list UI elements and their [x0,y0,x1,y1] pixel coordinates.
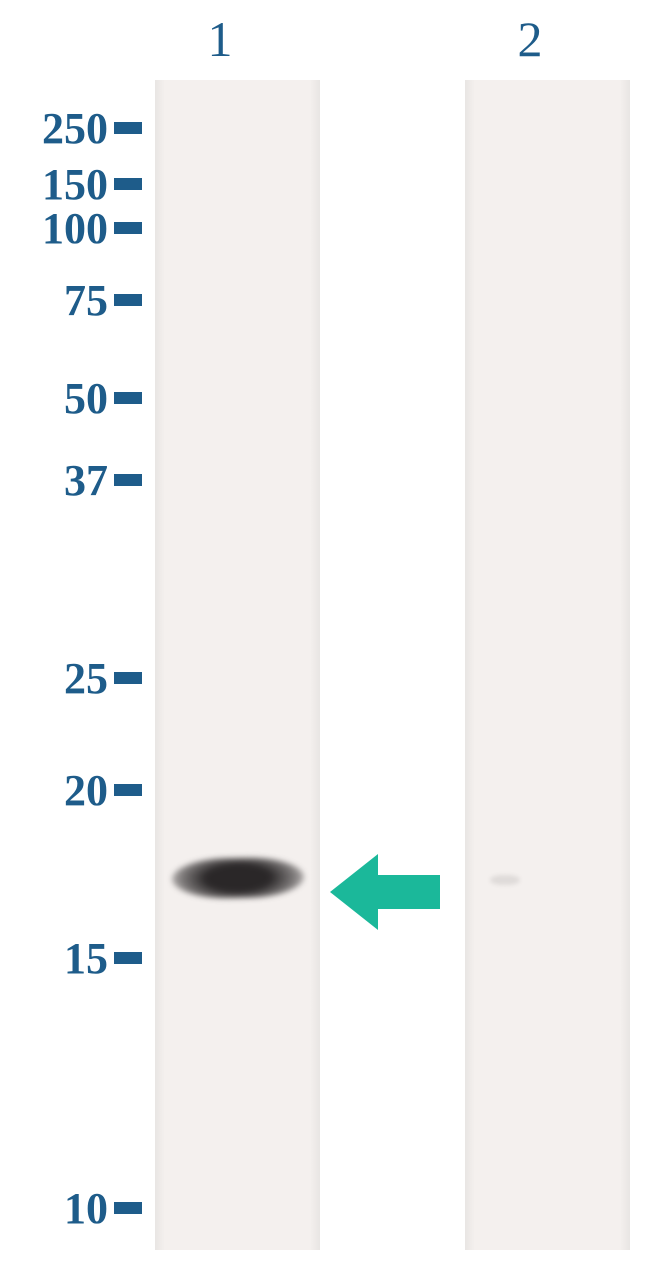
mw-marker-dash [114,122,142,134]
mw-marker-label: 37 [0,455,114,506]
mw-marker-label: 100 [0,203,114,254]
mw-marker-dash [114,672,142,684]
lane-1 [155,80,320,1250]
mw-marker-50: 50 [0,376,142,420]
mw-marker-150: 150 [0,162,142,206]
mw-marker-37: 37 [0,458,142,502]
mw-marker-25: 25 [0,656,142,700]
mw-marker-dash [114,474,142,486]
mw-marker-dash [114,222,142,234]
lane-label-2: 2 [518,10,543,68]
mw-marker-label: 20 [0,765,114,816]
mw-marker-250: 250 [0,106,142,150]
mw-marker-label: 250 [0,103,114,154]
mw-marker-20: 20 [0,768,142,812]
mw-marker-label: 15 [0,933,114,984]
mw-marker-label: 10 [0,1183,114,1234]
mw-marker-dash [114,392,142,404]
mw-marker-75: 75 [0,278,142,322]
mw-marker-100: 100 [0,206,142,250]
mw-marker-label: 75 [0,275,114,326]
indicator-arrow [330,854,440,930]
mw-marker-dash [114,1202,142,1214]
mw-marker-dash [114,784,142,796]
lane-label-1: 1 [208,10,233,68]
mw-marker-dash [114,952,142,964]
mw-marker-dash [114,178,142,190]
lane-2 [465,80,630,1250]
mw-marker-10: 10 [0,1186,142,1230]
mw-marker-15: 15 [0,936,142,980]
mw-marker-label: 25 [0,653,114,704]
band-lane2-faint [490,875,520,885]
mw-marker-label: 50 [0,373,114,424]
mw-marker-dash [114,294,142,306]
blot-figure: 1 2 250 150100 75 50 37 25 20 15 10 [0,0,650,1270]
